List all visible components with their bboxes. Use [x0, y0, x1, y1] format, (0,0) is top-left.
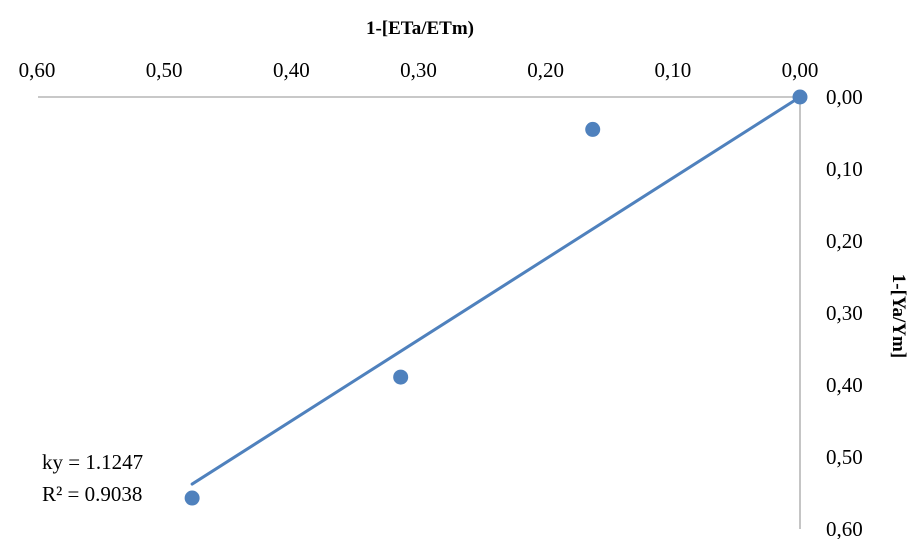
- x-tick-label: 0,60: [19, 58, 56, 82]
- y-tick-label: 0,20: [826, 229, 863, 253]
- data-point: [393, 369, 409, 385]
- r-squared-label: R² = 0.9038: [42, 482, 142, 506]
- x-tick-label: 0,20: [527, 58, 564, 82]
- x-tick-labels: 0,60 0,50 0,40 0,30 0,20 0,10 0,00: [19, 58, 819, 82]
- y-tick-label: 0,10: [826, 157, 863, 181]
- y-tick-label: 0,30: [826, 301, 863, 325]
- x-axis-title: 1-[ETa/ETm): [366, 18, 474, 39]
- data-points: [184, 89, 808, 506]
- x-tick-label: 0,30: [400, 58, 437, 82]
- data-point: [792, 89, 808, 105]
- trendline: [190, 95, 802, 486]
- x-tick-label: 0,40: [273, 58, 310, 82]
- y-tick-label: 0,40: [826, 373, 863, 397]
- data-point: [184, 490, 200, 506]
- y-tick-labels: 0,00 0,10 0,20 0,30 0,40 0,50 0,60: [826, 85, 863, 541]
- trendline-equation: ky = 1.1247: [42, 450, 143, 474]
- x-tick-label: 0,50: [146, 58, 183, 82]
- y-tick-label: 0,60: [826, 517, 863, 539]
- x-tick-label: 0,00: [782, 58, 819, 82]
- axes: [38, 96, 801, 529]
- y-tick-label: 0,50: [826, 445, 863, 469]
- trendline-group: [190, 95, 802, 486]
- data-point: [585, 121, 601, 137]
- x-tick-label: 0,10: [654, 58, 691, 82]
- y-tick-label: 0,00: [826, 85, 863, 109]
- y-axis-title: 1-[Ya/Ym]: [888, 274, 907, 358]
